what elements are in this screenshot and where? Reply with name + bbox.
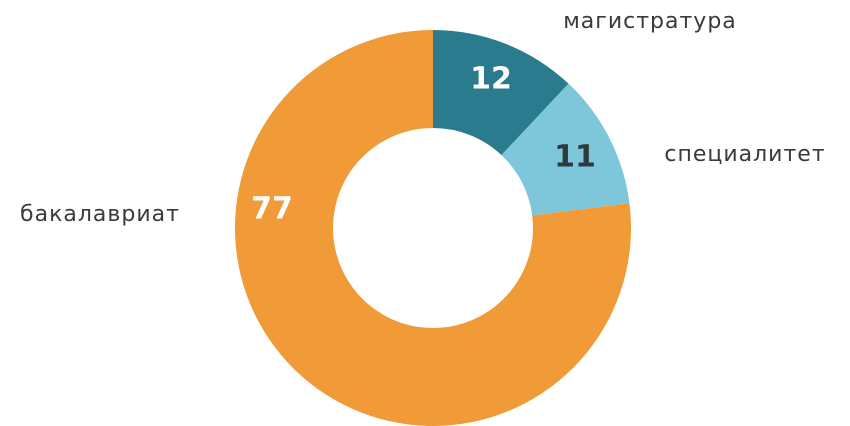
value-label: 77 <box>251 192 293 227</box>
value-label: 11 <box>554 140 596 175</box>
category-label: магистратура <box>563 9 737 34</box>
category-label: специалитет <box>664 142 825 167</box>
category-label: бакалавриат <box>20 202 180 227</box>
donut-segment <box>501 83 630 216</box>
donut-segment <box>235 30 631 426</box>
donut-segment <box>433 30 569 156</box>
value-label: 12 <box>470 62 512 97</box>
